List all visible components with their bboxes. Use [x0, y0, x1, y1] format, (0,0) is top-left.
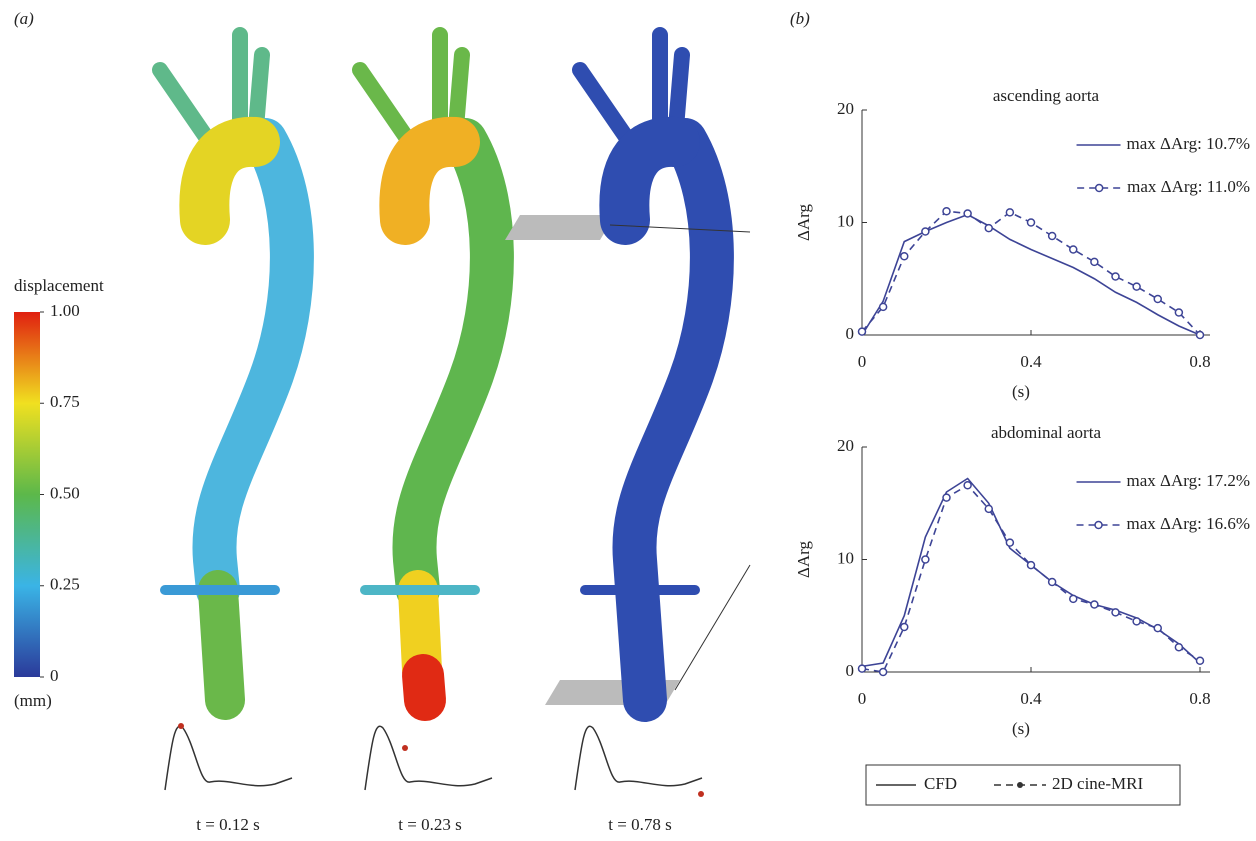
series-marker: [963, 481, 972, 490]
series-marker: [857, 664, 867, 673]
series-line: [861, 484, 1201, 673]
colorbar-tick-label: 0.50: [50, 483, 80, 502]
series-marker: [1069, 245, 1078, 254]
colorbar: [14, 312, 40, 677]
colorbar-title: displacement: [14, 276, 104, 295]
x-tick-label: 0: [858, 352, 867, 371]
series-line: [861, 477, 1201, 668]
x-tick-label: 0: [858, 689, 867, 708]
series-marker: [921, 555, 930, 564]
colorbar-unit: (mm): [14, 691, 52, 710]
waveform-insets: [164, 723, 704, 797]
series-marker: [1174, 643, 1184, 652]
x-tick-label: 0.8: [1189, 689, 1210, 708]
series-marker: [1005, 208, 1015, 217]
series-marker: [963, 209, 972, 218]
series-marker: [1132, 282, 1141, 291]
legend-box: [865, 764, 1181, 806]
time-label: t = 0.12 s: [196, 815, 259, 834]
series-marker: [1111, 608, 1120, 617]
series-marker: [1153, 294, 1162, 304]
series-marker: [1026, 218, 1036, 227]
x-axis-label: (s): [1012, 719, 1030, 738]
series-marker: [1153, 623, 1162, 633]
x-tick-label: 0.4: [1020, 689, 1042, 708]
legend-sample: [1094, 520, 1103, 530]
colorbar-tick-label: 0.75: [50, 392, 80, 411]
series-marker: [900, 622, 909, 632]
x-axis-label: (s): [1012, 382, 1030, 401]
y-tick-label: 10: [837, 211, 854, 230]
series-marker: [1090, 257, 1099, 267]
y-tick-label: 0: [846, 661, 855, 680]
legend-sample: [1017, 782, 1023, 788]
series-marker: [942, 207, 951, 216]
aorta-model: [352, 27, 514, 721]
series-marker: [1174, 308, 1184, 317]
chart-title: abdominal aorta: [991, 423, 1101, 442]
series-marker: [1111, 272, 1120, 281]
series-line: [861, 210, 1201, 336]
y-tick-label: 20: [837, 436, 854, 455]
series-marker: [878, 667, 888, 677]
series-marker: [1047, 577, 1057, 587]
y-tick-label: 10: [837, 548, 854, 567]
series-marker: [1026, 560, 1036, 570]
x-tick-label: 0.4: [1020, 352, 1042, 371]
legend-label: max ΔArg: 17.2%: [1127, 471, 1250, 490]
series-marker: [1047, 231, 1057, 241]
series-marker: [984, 223, 993, 233]
series-marker: [1195, 330, 1205, 340]
y-tick-label: 20: [837, 99, 854, 118]
series-marker: [1090, 600, 1099, 609]
series-marker: [1005, 538, 1015, 547]
series-marker: [857, 327, 867, 336]
panel-label: (b): [790, 9, 810, 28]
series-marker: [1069, 594, 1078, 604]
series-marker: [878, 302, 888, 312]
series-marker: [1132, 617, 1141, 626]
aorta-model: [505, 27, 751, 722]
x-tick-label: 0.8: [1189, 352, 1210, 371]
y-axis-label: ΔArg: [794, 203, 813, 241]
colorbar-tick-label: 1.00: [50, 301, 80, 320]
y-axis-label: ΔArg: [794, 540, 813, 578]
colorbar-tick-label: 0.25: [50, 575, 80, 594]
legend-label: max ΔArg: 16.6%: [1127, 514, 1250, 533]
chart-title: ascending aorta: [993, 86, 1100, 105]
y-tick-label: 0: [846, 324, 855, 343]
panel-label: (a): [14, 9, 34, 28]
series-line: [861, 213, 1201, 336]
legend-label: max ΔArg: 10.7%: [1127, 134, 1250, 153]
series-marker: [1195, 656, 1205, 665]
legend-label: CFD: [924, 774, 957, 793]
time-label: t = 0.78 s: [608, 815, 671, 834]
series-marker: [900, 252, 909, 261]
legend-label: 2D cine-MRI: [1052, 774, 1143, 793]
series-marker: [984, 504, 993, 514]
legend-sample: [1094, 183, 1104, 193]
colorbar-tick-label: 0: [50, 666, 59, 685]
legend-label: max ΔArg: 11.0%: [1127, 177, 1250, 196]
series-marker: [942, 493, 951, 502]
time-label: t = 0.23 s: [398, 815, 461, 834]
aorta-model: [152, 27, 314, 720]
series-marker: [921, 227, 930, 236]
